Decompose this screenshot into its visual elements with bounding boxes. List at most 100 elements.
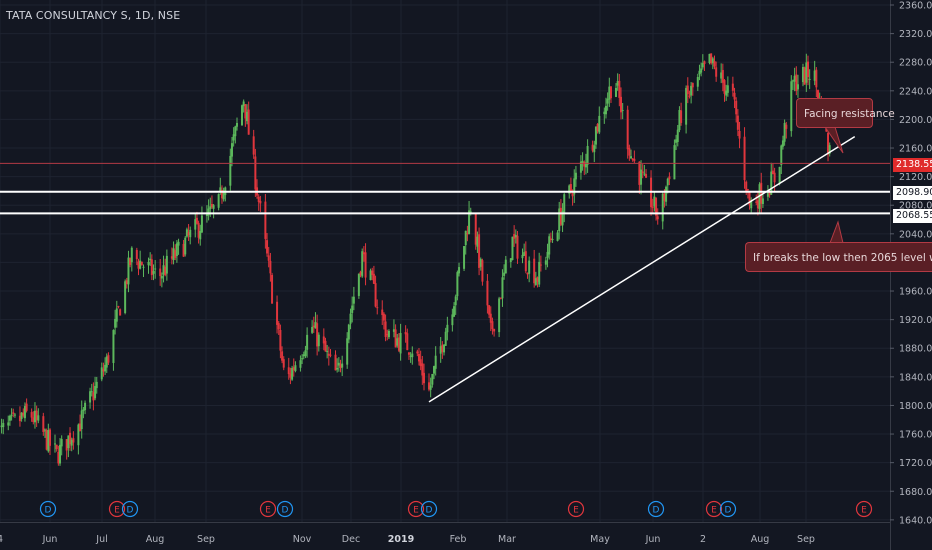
earnings-marker: E [265,506,271,516]
candle-body [409,355,412,357]
candle-body [795,74,798,91]
candle-body [369,270,372,281]
y-tick-label: 2280.00 [899,58,932,69]
candle-body [538,261,541,285]
candle-body [326,351,329,353]
candle-body [150,259,153,276]
candle-body [761,198,764,205]
candle-body [710,53,713,64]
candle-body [703,61,706,65]
candle-body [771,170,774,175]
candle-body [37,415,40,421]
candle-body [117,306,120,308]
candle-body [504,259,507,274]
candle-body [45,430,48,450]
candle-body [691,83,694,88]
candle-body [244,104,247,119]
y-tick-label: 2080.00 [899,201,932,212]
candle-body [271,274,274,304]
candle-body [246,111,249,122]
candle-body [386,334,389,336]
candle-body [10,414,13,416]
candle-body [781,140,784,147]
candle-body [316,323,319,347]
candle-body [785,124,788,129]
candle-body [72,438,75,443]
candle-body [135,249,138,260]
candle-body [359,271,362,275]
candle-body [59,444,62,464]
candle-body [264,201,267,239]
candle-body [731,83,734,91]
price-tag-2068: 2068.55 [893,209,932,223]
candle-body [43,429,46,431]
candle-body [69,432,72,445]
candle-body [42,416,45,432]
x-tick-label: Mar [498,534,516,545]
candle-body [362,252,365,255]
candle-body [561,210,564,226]
candle-body [696,76,699,87]
candle-body [653,196,656,207]
candle-body [404,332,407,335]
candle-body [548,236,551,255]
candle-body [327,353,330,356]
candle-body [721,70,724,83]
candle-body [558,208,561,232]
event-marker-circle [259,500,277,518]
candle-body [299,360,302,368]
candle-body [544,260,547,265]
candle-body [407,352,410,355]
candle-body [140,261,143,266]
candle-body [603,111,606,115]
y-tick-label: 1760.00 [899,430,932,441]
candle-body [431,373,434,385]
candle-body [257,196,260,202]
candle-body [182,243,185,257]
candle-body [760,182,763,204]
candle-body [115,308,118,322]
candle-body [205,213,208,217]
support-trendline [428,135,856,403]
callout-facing-resistance[interactable]: Facing resistance [796,98,895,128]
candle-body [604,105,607,115]
event-marker-circle [108,500,126,518]
x-tick-label: Aug [751,534,770,545]
candle-body [329,354,332,356]
candle-body [665,186,668,202]
candle-body [735,100,738,115]
candle-body [107,355,110,363]
candle-body [571,193,574,197]
candle-body [598,115,601,133]
candle-body [387,330,390,338]
candle-body [210,203,213,207]
x-tick-label: 2019 [388,534,414,545]
event-marker-circle [647,500,665,518]
candle-body [287,367,290,375]
x-tick-label: Feb [450,534,467,545]
y-axis-panel [890,0,932,550]
candle-body [513,234,516,239]
candle-body [723,80,726,94]
candle-body [276,301,279,325]
candle-body [306,334,309,350]
candle-body [479,258,482,267]
candle-body [536,277,539,282]
candle-body [756,200,759,209]
callout-breakdown-note[interactable]: If breaks the low then 2065 level will b… [745,242,932,272]
candlestick-series [0,53,831,466]
x-tick-label: Jul [95,534,107,545]
candle-body [104,364,107,372]
candle-body [516,235,519,259]
candle-body [324,340,327,352]
candle-body [209,206,212,209]
candle-body [458,267,461,274]
dividend-marker: D [127,506,134,516]
candle-body [713,61,716,67]
candle-body [154,268,157,270]
candle-body [13,414,16,416]
candle-body [593,145,596,153]
candle-body [142,266,145,268]
